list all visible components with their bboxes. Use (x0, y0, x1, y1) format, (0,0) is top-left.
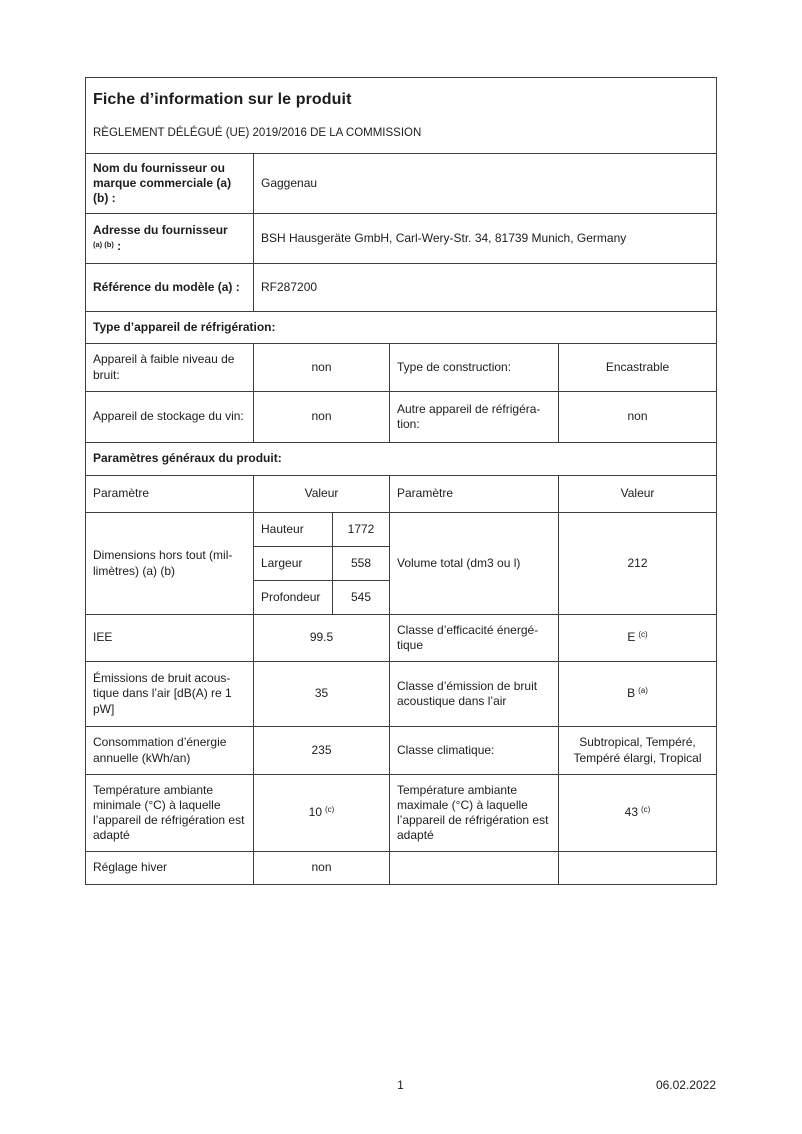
general-section-header-row: Paramètres généraux du produit: (84, 442, 718, 476)
table-row: Consommation d’énergie annuelle (kWh/an)… (85, 726, 718, 775)
climate-class-label: Classe climatique: (389, 726, 559, 775)
iee-value: 99.5 (253, 614, 390, 662)
type-section-header-row: Type d’appareil de réfrigération: (84, 311, 718, 344)
column-header-row: Paramètre Valeur Paramètre Valeur (85, 475, 718, 513)
max-ambient-temp-value: 43 (c) (557, 774, 718, 852)
annual-energy-label: Consommation d’énergie annuelle (kWh/an) (85, 726, 254, 775)
column-header-value1: Valeur (253, 475, 390, 513)
general-section-header: Paramètres généraux du produit: (84, 442, 718, 476)
other-appliance-value: non (557, 391, 718, 443)
noise-emission-value: 35 (253, 661, 390, 727)
page-footer: 1 06.02.2022 (85, 1078, 716, 1092)
dimension-height-value: 1772 (332, 512, 390, 547)
empty-cell (389, 851, 559, 885)
supplier-name-row: Nom du fournisseur ou marque commerciale… (85, 153, 718, 214)
winter-setting-value: non (253, 851, 390, 885)
supplier-address-value: BSH Hausgeräte GmbH, Carl-Wery-Str. 34, … (252, 213, 718, 264)
column-header-value2: Valeur (557, 475, 718, 513)
volume-total-label: Volume total (dm3 ou l) (389, 512, 559, 615)
low-noise-value: non (253, 343, 390, 392)
model-reference-label: Référence du modèle (a) : (85, 263, 254, 312)
low-noise-label: Appareil à faible niveau de bruit: (85, 343, 254, 392)
supplier-address-footnote: (a) (b) (93, 239, 114, 249)
supplier-address-label-text: Adresse du fournisseur (93, 223, 228, 238)
winter-setting-label: Réglage hiver (85, 851, 254, 885)
max-ambient-temp-label: Température ambiante maximale (°C) à laq… (389, 774, 559, 852)
noise-class-value: B (a) (557, 661, 718, 727)
volume-total-value: 212 (557, 512, 718, 615)
supplier-address-label: Adresse du fournisseur (a) (b) : (85, 213, 254, 264)
energy-class-letter: E (627, 630, 636, 645)
min-ambient-temp-label: Température ambiante minimale (°C) à laq… (85, 774, 254, 852)
dimension-depth-label: Profondeur (253, 580, 333, 615)
min-ambient-temp-footnote: (c) (325, 805, 335, 815)
dimension-depth-value: 545 (332, 580, 390, 615)
page-number: 1 (397, 1078, 404, 1092)
supplier-address-colon: : (117, 238, 122, 253)
energy-class-label: Classe d’efficacité énergé-tique (389, 614, 559, 662)
model-reference-value: RF287200 (252, 263, 718, 312)
noise-class-letter: B (627, 686, 636, 701)
dimensions-row-height: Dimensions hors tout (mil-limètres) (a) … (85, 512, 718, 615)
energy-class-footnote: (c) (638, 630, 648, 640)
dimension-width-value: 558 (332, 546, 390, 581)
construction-type-value: Encastrable (557, 343, 718, 392)
product-information-sheet: Fiche d’information sur le produit RÈGLE… (84, 77, 718, 885)
min-ambient-temp-number: 10 (308, 805, 323, 820)
column-header-param1: Paramètre (85, 475, 254, 513)
construction-type-label: Type de construction: (389, 343, 559, 392)
noise-class-label: Classe d’émission de bruit acoustique da… (389, 661, 559, 727)
type-section-header: Type d’appareil de réfrigération: (84, 311, 718, 344)
supplier-name-label: Nom du fournisseur ou marque commerciale… (85, 153, 254, 214)
table-row: Température ambiante minimale (°C) à laq… (85, 774, 718, 852)
table-row: IEE 99.5 Classe d’efficacité énergé-tiqu… (85, 614, 718, 662)
other-appliance-label: Autre appareil de réfrigéra-tion: (389, 391, 559, 443)
page-title: Fiche d’information sur le produit (93, 91, 352, 109)
supplier-name-value: Gaggenau (252, 153, 718, 214)
table-row: Réglage hiver non (85, 851, 718, 885)
supplier-address-row: Adresse du fournisseur (a) (b) : BSH Hau… (85, 213, 718, 264)
wine-storage-value: non (253, 391, 390, 443)
model-reference-row: Référence du modèle (a) : RF287200 (85, 263, 718, 312)
title-row: Fiche d’information sur le produit RÈGLE… (84, 77, 718, 154)
column-header-param2: Paramètre (389, 475, 559, 513)
regulation-subtitle: RÈGLEMENT DÉLÉGUÉ (UE) 2019/2016 DE LA C… (93, 127, 422, 140)
dimensions-label: Dimensions hors tout (mil-limètres) (a) … (85, 512, 254, 615)
table-row: Appareil de stockage du vin: non Autre a… (85, 391, 718, 443)
dimensions-row-width: Largeur 558 (86, 546, 717, 581)
dimension-width-label: Largeur (253, 546, 333, 581)
noise-class-footnote: (a) (638, 686, 648, 696)
document-date: 06.02.2022 (655, 1078, 716, 1092)
dimension-height-label: Hauteur (253, 512, 333, 547)
iee-label: IEE (85, 614, 254, 662)
table-row: Appareil à faible niveau de bruit: non T… (85, 343, 718, 392)
empty-cell (557, 851, 718, 885)
title-cell: Fiche d’information sur le produit RÈGLE… (84, 77, 718, 154)
table-row: Émissions de bruit acous-tique dans l’ai… (85, 661, 718, 727)
annual-energy-value: 235 (253, 726, 390, 775)
max-ambient-temp-footnote: (c) (641, 805, 651, 815)
noise-emission-label: Émissions de bruit acous-tique dans l’ai… (85, 661, 254, 727)
max-ambient-temp-number: 43 (624, 805, 639, 820)
wine-storage-label: Appareil de stockage du vin: (85, 391, 254, 443)
min-ambient-temp-value: 10 (c) (253, 774, 390, 852)
climate-class-value: Subtropical, Tempéré, Tempéré élargi, Tr… (557, 726, 718, 775)
product-info-table: Fiche d’information sur le produit RÈGLE… (84, 77, 718, 885)
dimensions-row-depth: Profondeur 545 (86, 580, 717, 615)
energy-class-value: E (c) (557, 614, 718, 662)
